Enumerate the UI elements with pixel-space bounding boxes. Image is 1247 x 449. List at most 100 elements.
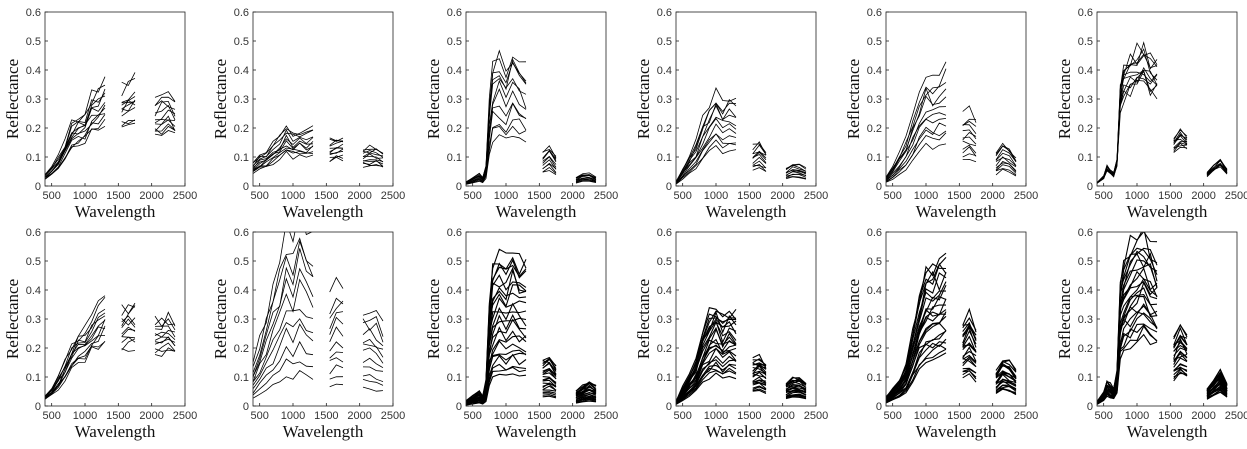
spectrum-line xyxy=(253,248,384,377)
spectrum-line xyxy=(253,237,384,367)
x-tick-label: 2000 xyxy=(560,190,584,202)
spectrum-line xyxy=(1097,250,1228,403)
y-tick-label: 0 xyxy=(456,401,462,413)
x-tick-label: 1500 xyxy=(737,410,761,422)
x-tick-label: 1500 xyxy=(947,190,971,202)
x-tick-label: 2000 xyxy=(347,190,371,202)
spectrum-line xyxy=(676,102,807,183)
y-tick-label: 0.3 xyxy=(657,314,672,326)
x-tick-label: 1000 xyxy=(704,190,728,202)
y-tick-label: 0.4 xyxy=(657,285,672,297)
y-tick-label: 0.2 xyxy=(657,123,672,135)
x-tick-label: 2000 xyxy=(347,410,371,422)
spectrum-line xyxy=(676,123,807,184)
spectrum-line xyxy=(253,278,384,383)
panel-6: 0 0.1 0.2 0.3 0.4 0.5 0.6 500 1000 1500 2000 2500 Wa… xyxy=(1055,7,1247,221)
spectra-group xyxy=(45,295,176,400)
y-tick-label: 0.5 xyxy=(26,256,41,268)
spectrum-line xyxy=(1097,42,1228,184)
spectrum-line xyxy=(886,106,1017,180)
y-tick-label: 0.3 xyxy=(447,314,462,326)
y-tick-label: 0.6 xyxy=(1078,7,1093,19)
spectra-group xyxy=(253,125,384,174)
spectrum-line xyxy=(466,125,597,185)
spectra-group xyxy=(466,248,597,406)
y-tick-label: 0.1 xyxy=(447,372,462,384)
x-tick-label: 2000 xyxy=(980,190,1004,202)
x-tick-label: 2000 xyxy=(770,190,794,202)
y-tick-label: 0.4 xyxy=(26,285,41,297)
x-tick-label: 2000 xyxy=(1191,410,1215,422)
x-tick-label: 500 xyxy=(673,190,691,202)
spectrum-line xyxy=(886,132,1017,183)
y-tick-label: 0.5 xyxy=(657,36,672,48)
y-tick-label: 0.4 xyxy=(867,285,882,297)
y-axis-label: Reflectance xyxy=(424,59,443,139)
spectrum-line xyxy=(45,295,176,397)
y-tick-label: 0.1 xyxy=(26,372,41,384)
y-tick-label: 0.5 xyxy=(447,36,462,48)
spectrum-line xyxy=(253,134,384,170)
spectrum-line xyxy=(676,339,807,404)
y-tick-label: 0.6 xyxy=(867,227,882,239)
spectrum-line xyxy=(253,369,384,399)
y-tick-label: 0 xyxy=(35,181,41,193)
x-tick-label: 1500 xyxy=(106,190,130,202)
x-tick-label: 500 xyxy=(463,190,481,202)
x-axis-label: Wavelength xyxy=(283,422,364,441)
y-tick-label: 0.1 xyxy=(657,152,672,164)
spectra-group xyxy=(1097,232,1228,405)
spectrum-line xyxy=(45,72,176,175)
spectrum-line xyxy=(676,319,807,403)
spectrum-line xyxy=(886,304,1017,401)
y-tick-label: 0.6 xyxy=(867,7,882,19)
spectrum-line xyxy=(1097,280,1228,404)
spectra-group xyxy=(253,232,384,399)
spectrum-line xyxy=(253,145,384,172)
spectrum-line xyxy=(45,88,176,178)
spectrum-line xyxy=(45,315,176,398)
y-tick-label: 0 xyxy=(1087,181,1093,193)
spectrum-line xyxy=(676,86,807,182)
x-tick-label: 500 xyxy=(883,190,901,202)
x-tick-label: 2000 xyxy=(980,410,1004,422)
x-tick-label: 1500 xyxy=(1158,410,1182,422)
spectrum-line xyxy=(45,114,176,180)
spectra-group xyxy=(886,252,1017,404)
panel-11: 0 0.1 0.2 0.3 0.4 0.5 0.6 500 1000 1500 2000 2500 Wa… xyxy=(844,227,1038,441)
spectra-group xyxy=(466,49,597,185)
y-tick-label: 0.3 xyxy=(234,94,249,106)
y-axis-label: Reflectance xyxy=(634,279,653,359)
spectrum-line xyxy=(886,252,1017,398)
x-tick-label: 1500 xyxy=(314,410,338,422)
y-tick-label: 0.6 xyxy=(657,227,672,239)
y-tick-label: 0.3 xyxy=(447,94,462,106)
y-tick-label: 0 xyxy=(876,181,882,193)
x-axis-label: Wavelength xyxy=(75,202,156,221)
x-tick-label: 1500 xyxy=(947,410,971,422)
spectrum-line xyxy=(253,142,384,170)
y-tick-label: 0.4 xyxy=(447,285,462,297)
spectrum-line xyxy=(253,323,384,390)
spectrum-line xyxy=(466,134,597,185)
y-tick-label: 0.3 xyxy=(26,314,41,326)
spectrum-line xyxy=(676,133,807,184)
spectrum-line xyxy=(676,372,807,405)
y-tick-label: 0.3 xyxy=(867,94,882,106)
y-tick-label: 0.5 xyxy=(447,256,462,268)
y-tick-label: 0.6 xyxy=(447,227,462,239)
y-axis-label: Reflectance xyxy=(3,59,22,139)
spectrum-line xyxy=(45,297,176,397)
y-tick-label: 0 xyxy=(876,401,882,413)
y-tick-label: 0.4 xyxy=(1078,65,1093,77)
x-tick-label: 1000 xyxy=(494,410,518,422)
y-tick-label: 0.1 xyxy=(234,372,249,384)
x-tick-label: 2500 xyxy=(381,190,405,202)
x-tick-label: 500 xyxy=(673,410,691,422)
y-tick-label: 0.5 xyxy=(26,36,41,48)
panel-9: 0 0.1 0.2 0.3 0.4 0.5 0.6 500 1000 1500 2000 2500 Wa… xyxy=(424,227,618,441)
panel-2: 0 0.1 0.2 0.3 0.4 0.5 0.6 500 1000 1500 2000 2500 Wa… xyxy=(211,7,405,221)
x-axis-label: Wavelength xyxy=(916,202,997,221)
x-tick-label: 500 xyxy=(1094,410,1112,422)
spectrum-line xyxy=(676,105,807,183)
